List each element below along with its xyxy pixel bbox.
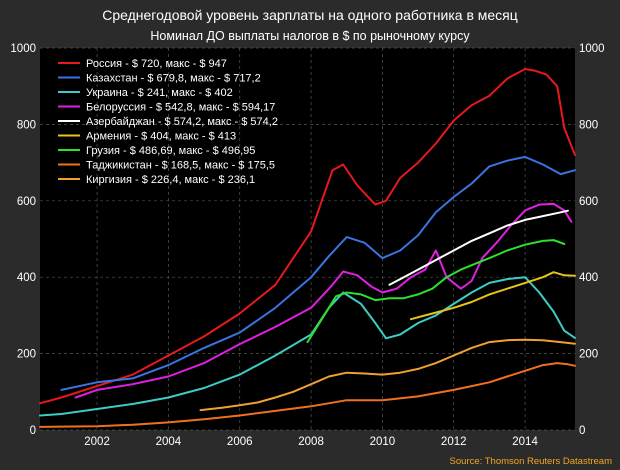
legend-label-3: Белоруссия - $ 542,8, макс - $ 594,17 bbox=[86, 102, 275, 114]
y-tick-left-0: 0 bbox=[30, 425, 36, 437]
x-tick-6: 2014 bbox=[512, 436, 538, 448]
x-tick-1: 2004 bbox=[156, 436, 182, 448]
x-tick-2: 2006 bbox=[227, 436, 253, 448]
legend-label-2: Украина - $ 241, макс - $ 402 bbox=[86, 87, 233, 99]
chart-title: Среднегодовой уровень зарплаты на одного… bbox=[102, 7, 518, 23]
legend-label-1: Казахстан - $ 679,8, макс - $ 717,2 bbox=[86, 73, 261, 85]
legend-label-5: Армения - $ 404, макс - $ 413 bbox=[86, 131, 236, 143]
series-line-6 bbox=[306, 239, 566, 344]
series-line-4 bbox=[388, 209, 569, 286]
grid bbox=[40, 47, 575, 431]
axis-ticks: 0 0 200 200 400 400 600 600 800 800 1000 1000 2002 20… bbox=[10, 43, 604, 448]
series-line-7 bbox=[39, 362, 576, 428]
series-line-3 bbox=[74, 202, 573, 399]
y-tick-left-2: 400 bbox=[17, 272, 36, 284]
y-tick-left-3: 600 bbox=[17, 196, 36, 208]
x-tick-5: 2012 bbox=[441, 436, 467, 448]
y-tick-right-4: 800 bbox=[579, 119, 598, 131]
series-line-8 bbox=[199, 338, 576, 412]
y-tick-left-4: 800 bbox=[17, 119, 36, 131]
x-tick-0: 2002 bbox=[84, 436, 110, 448]
series-line-0 bbox=[39, 68, 576, 405]
y-tick-right-3: 600 bbox=[579, 196, 598, 208]
chart-subtitle: Номинал ДО выплаты налогов в $ по рыночн… bbox=[150, 29, 470, 43]
series-line-5 bbox=[409, 271, 576, 321]
y-tick-right-5: 1000 bbox=[579, 43, 605, 55]
legend-label-0: Россия - $ 720, макс - $ 947 bbox=[86, 58, 227, 70]
series-lines bbox=[39, 68, 576, 428]
series-line-1 bbox=[60, 155, 576, 391]
y-tick-right-1: 200 bbox=[579, 349, 598, 361]
x-tick-4: 2010 bbox=[370, 436, 396, 448]
legend: Россия - $ 720, макс - $ 947 Казахстан - … bbox=[58, 58, 278, 186]
y-tick-left-1: 200 bbox=[17, 349, 36, 361]
y-tick-right-2: 400 bbox=[579, 272, 598, 284]
plot-area bbox=[40, 48, 575, 430]
legend-label-8: Киргизия - $ 226,4, макс - $ 236,1 bbox=[86, 174, 255, 186]
y-tick-left-5: 1000 bbox=[10, 43, 36, 55]
legend-label-4: Азербайджан - $ 574,2, макс - $ 574,2 bbox=[86, 116, 278, 128]
legend-label-6: Грузия - $ 486,69, макс - $ 496,95 bbox=[86, 145, 255, 157]
y-tick-right-0: 0 bbox=[579, 425, 585, 437]
source-label: Source: Thomson Reuters Datastream bbox=[450, 456, 613, 467]
legend-label-7: Таджикистан - $ 168,5, макс - $ 175,5 bbox=[86, 160, 275, 172]
x-tick-3: 2008 bbox=[298, 436, 324, 448]
series-line-2 bbox=[39, 276, 576, 417]
